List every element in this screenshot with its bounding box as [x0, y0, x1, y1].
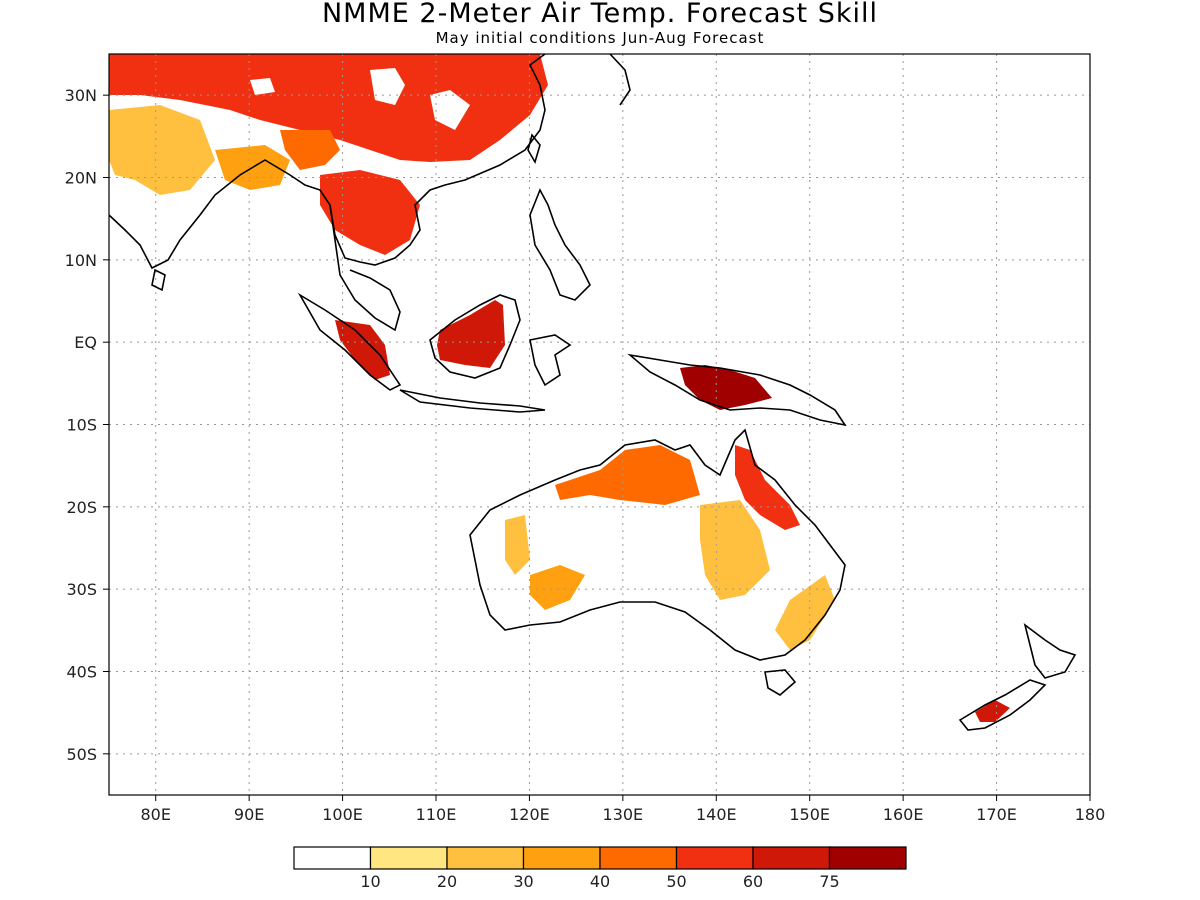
colorbar-swatch	[599, 846, 678, 870]
lon-label: 160E	[883, 805, 924, 824]
colorbar: 10 20 30 40 50 60 75	[293, 846, 907, 891]
skill-region-new-guinea	[680, 365, 772, 410]
lat-label: 30N	[65, 86, 97, 105]
lon-label: 130E	[603, 805, 644, 824]
lon-label: 100E	[322, 805, 363, 824]
skill-region-c-australia	[505, 500, 835, 650]
lon-label: 110E	[416, 805, 457, 824]
skill-region-indochina	[320, 170, 420, 255]
colorbar-label: 30	[513, 872, 533, 891]
lon-label: 150E	[789, 805, 830, 824]
coastlines	[109, 54, 1077, 731]
colorbar-swatch	[828, 846, 907, 870]
lat-label: 50S	[66, 745, 97, 764]
lon-label: 90E	[234, 805, 264, 824]
map-title: NMME 2-Meter Air Temp. Forecast Skill	[321, 0, 879, 29]
colorbar-swatch	[522, 846, 601, 870]
colorbar-swatch	[752, 846, 831, 870]
lat-label: 10S	[66, 416, 97, 435]
colorbar-label: 10	[360, 872, 380, 891]
map-grid	[109, 54, 1090, 795]
lat-label: 20N	[65, 169, 97, 188]
lat-label: 40S	[66, 663, 97, 682]
skill-region-n-australia	[555, 445, 700, 505]
lat-label: 20S	[66, 498, 97, 517]
colorbar-swatch	[369, 846, 448, 870]
lat-label: EQ	[74, 333, 97, 352]
latitude-labels: 30N 20N 10N EQ 10S 20S 30S 40S 50S	[65, 86, 109, 764]
skill-shading	[109, 54, 1010, 722]
lon-label: 180	[1075, 805, 1106, 824]
colorbar-swatch	[293, 846, 372, 870]
lon-label: 120E	[509, 805, 550, 824]
skill-region-india-nw	[109, 105, 215, 195]
colorbar-swatch	[675, 846, 754, 870]
lat-label: 30S	[66, 580, 97, 599]
colorbar-label: 75	[819, 872, 839, 891]
skill-region-nz-south	[975, 700, 1010, 722]
colorbar-label: 60	[743, 872, 763, 891]
lon-label: 170E	[976, 805, 1017, 824]
skill-region-sumatra	[335, 320, 390, 380]
lat-label: 10N	[65, 251, 97, 270]
map-subtitle: May initial conditions Jun-Aug Forecast	[435, 29, 765, 47]
colorbar-swatch	[446, 846, 525, 870]
lon-label: 80E	[140, 805, 170, 824]
colorbar-label: 50	[666, 872, 686, 891]
colorbar-label: 40	[590, 872, 610, 891]
skill-region-tibet	[280, 130, 340, 170]
longitude-labels: 80E 90E 100E 110E 120E 130E 140E 150E 160E 170E 18…	[140, 795, 1105, 824]
lon-label: 140E	[696, 805, 737, 824]
skill-region-borneo	[437, 300, 505, 368]
skill-region-sw-australia	[530, 565, 585, 610]
skill-region-queensland	[735, 445, 800, 530]
skill-region-china	[109, 54, 548, 162]
colorbar-label: 20	[437, 872, 457, 891]
